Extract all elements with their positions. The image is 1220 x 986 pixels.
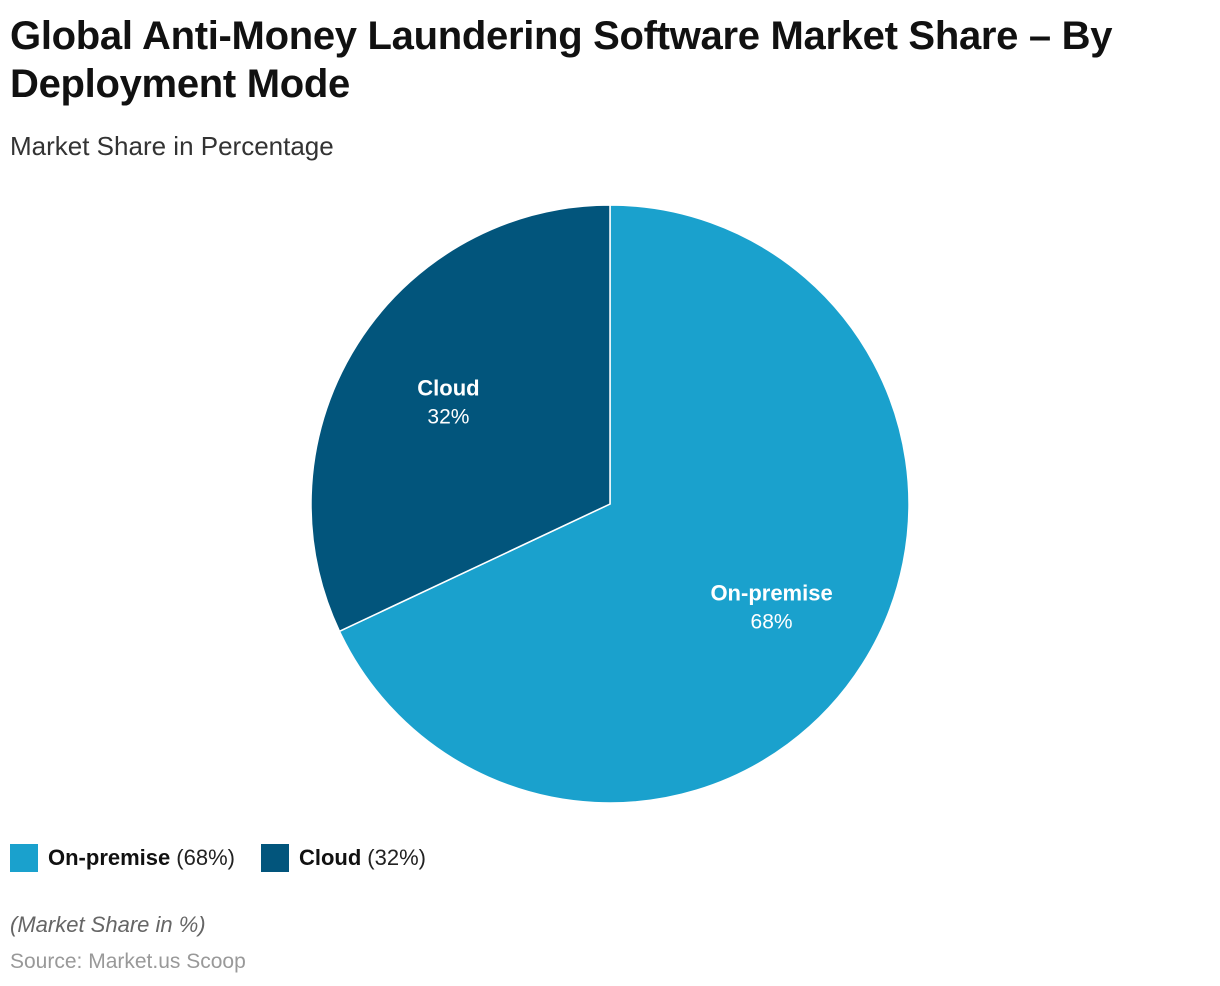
pie-chart: On-premise 68% Cloud 32% bbox=[310, 204, 910, 804]
chart-title: Global Anti-Money Laundering Software Ma… bbox=[10, 14, 1113, 106]
chart-source: Source: Market.us Scoop bbox=[10, 950, 246, 973]
pie-slice-on-premise[interactable] bbox=[338, 204, 910, 804]
legend-swatch-cloud bbox=[260, 844, 289, 872]
legend-value: (32%) bbox=[367, 845, 426, 870]
legend-swatch-on-premise bbox=[10, 844, 38, 872]
legend-label: On-premise bbox=[48, 845, 171, 870]
chart-subtitle: Market Share in Percentage bbox=[10, 131, 334, 161]
slice-value-label: 32% bbox=[427, 405, 469, 428]
legend-label: Cloud bbox=[298, 845, 362, 870]
slice-label: On-premise bbox=[710, 581, 832, 606]
pie-slice-cloud[interactable] bbox=[310, 204, 611, 633]
legend-item-on-premise[interactable]: On-premise (68%) bbox=[10, 843, 235, 873]
slice-label: Cloud bbox=[417, 375, 479, 400]
chart-note: (Market Share in %) bbox=[10, 912, 206, 937]
legend-value: (68%) bbox=[176, 845, 235, 870]
legend: On-premise (68%) Cloud (32%) bbox=[10, 843, 426, 873]
legend-item-cloud[interactable]: Cloud (32%) bbox=[260, 843, 426, 873]
slice-value-label: 68% bbox=[751, 611, 793, 634]
